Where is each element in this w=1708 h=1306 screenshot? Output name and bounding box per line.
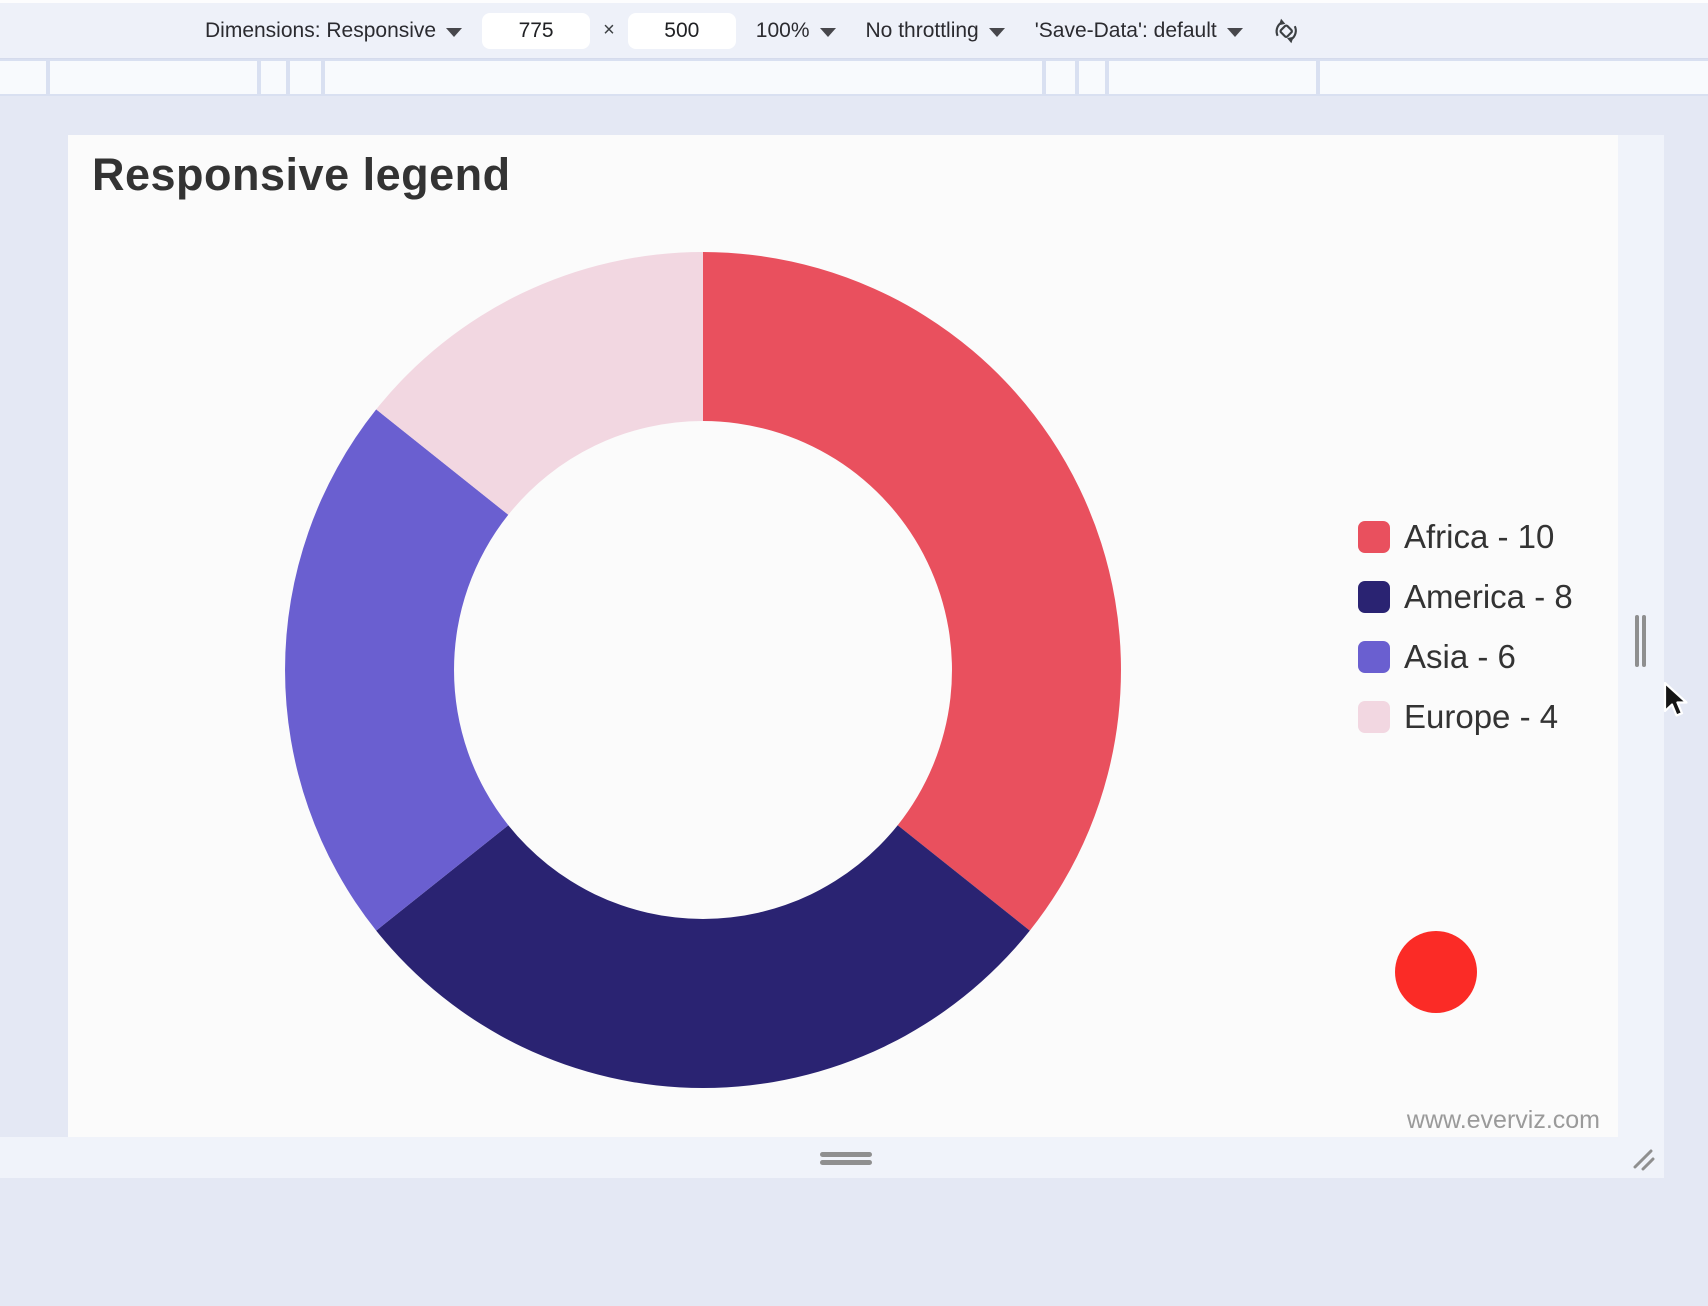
- right-resize-gutter: [1618, 135, 1664, 1178]
- media-query-segment-5[interactable]: [325, 61, 1042, 94]
- rotate-device-icon: [1275, 18, 1297, 43]
- media-query-segment-6[interactable]: [1046, 61, 1075, 94]
- dimensions-selector[interactable]: Dimensions: Responsive: [205, 18, 463, 43]
- dimensions-label: Dimensions: Responsive: [205, 18, 437, 42]
- legend-item[interactable]: America - 8: [1358, 578, 1573, 615]
- legend-label: Asia - 6: [1404, 638, 1516, 675]
- chevron-down-icon: [988, 27, 1005, 37]
- legend-swatch: [1358, 641, 1390, 673]
- legend-item[interactable]: Africa - 10: [1358, 518, 1573, 555]
- legend-item[interactable]: Asia - 6: [1358, 638, 1573, 675]
- throttling-selector[interactable]: No throttling: [866, 19, 1005, 43]
- legend-label: America - 8: [1404, 578, 1573, 615]
- mouse-cursor-icon: [1663, 682, 1688, 717]
- legend-label: Africa - 10: [1404, 518, 1555, 555]
- donut-slice-america[interactable]: [376, 825, 1030, 1088]
- media-query-segment-7[interactable]: [1079, 61, 1105, 94]
- media-query-segment-8[interactable]: [1109, 61, 1316, 94]
- window-top-strip: [0, 0, 1708, 3]
- chart-title: Responsive legend: [92, 149, 511, 200]
- viewport-width-input[interactable]: [482, 12, 591, 49]
- viewport-resize-handle-right[interactable]: [1635, 615, 1646, 667]
- legend-swatch: [1358, 521, 1390, 553]
- everviz-logo-circle[interactable]: [1395, 931, 1477, 1013]
- legend-swatch: [1358, 581, 1390, 613]
- dimensions-times-separator: ×: [603, 19, 615, 41]
- zoom-value: 100%: [755, 18, 810, 42]
- throttling-value: No throttling: [865, 18, 979, 42]
- bottom-resize-gutter: [0, 1137, 1664, 1178]
- zoom-selector[interactable]: 100%: [756, 19, 836, 43]
- rotate-device-button[interactable]: [1271, 16, 1301, 46]
- media-query-segment-1[interactable]: [0, 61, 46, 94]
- donut-chart: [285, 252, 1121, 1088]
- legend-label: Europe - 4: [1404, 698, 1559, 735]
- media-query-segment-4[interactable]: [290, 61, 321, 94]
- media-query-segment-3[interactable]: [261, 61, 286, 94]
- chevron-down-icon: [819, 27, 836, 37]
- chevron-down-icon: [446, 27, 463, 37]
- legend-swatch: [1358, 701, 1390, 733]
- viewport-resize-handle-corner[interactable]: [1632, 1148, 1656, 1172]
- save-data-value: 'Save-Data': default: [1034, 18, 1217, 42]
- save-data-selector[interactable]: 'Save-Data': default: [1035, 19, 1243, 43]
- viewport-resize-handle-bottom[interactable]: [820, 1152, 872, 1165]
- watermark-link[interactable]: www.everviz.com: [1406, 1106, 1600, 1134]
- media-query-segment-9[interactable]: [1320, 61, 1708, 94]
- legend-item[interactable]: Europe - 4: [1358, 698, 1573, 735]
- media-query-bar: [0, 59, 1708, 96]
- media-query-segment-2[interactable]: [50, 61, 257, 94]
- chart-legend: Africa - 10 America - 8 Asia - 6 Europe - 4: [1358, 518, 1573, 761]
- donut-slice-asia[interactable]: [285, 409, 509, 931]
- chevron-down-icon: [1226, 27, 1243, 37]
- viewport-height-input[interactable]: [627, 12, 736, 49]
- device-viewport: Responsive legend Africa - 10 America - 8…: [68, 135, 1618, 1137]
- donut-slice-europe[interactable]: [376, 252, 703, 515]
- donut-slice-africa[interactable]: [703, 252, 1121, 931]
- device-toolbar: Dimensions: Responsive × 100% No throttl…: [0, 3, 1708, 59]
